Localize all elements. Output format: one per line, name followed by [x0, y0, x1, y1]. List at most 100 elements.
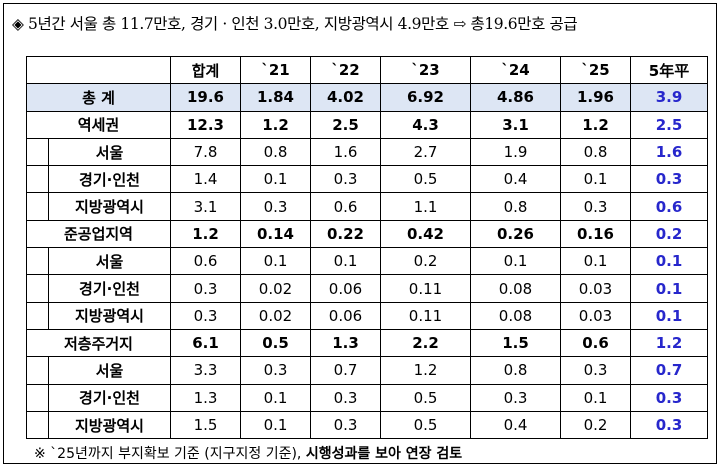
value-cell: 3.3 [170, 356, 241, 385]
table-row: 경기·인천 1.3 0.1 0.3 0.5 0.3 0.1 0.3 [26, 383, 708, 412]
value-cell: 0.1 [240, 383, 311, 412]
value-cell: 0.3 [560, 356, 631, 385]
footnote: ※ `25년까지 부지확보 기준 (지구지정 기준), 시행성과를 보아 연장 … [34, 443, 462, 465]
value-cell: 0.6 [310, 192, 381, 221]
row-indent [26, 383, 49, 412]
col-header: `25 [560, 55, 631, 85]
row-label: 지방광역시 [48, 410, 171, 440]
row-indent [26, 137, 49, 167]
value-cell: 1.5 [470, 328, 561, 358]
table-row: 서울 0.6 0.1 0.1 0.2 0.1 0.1 0.1 [26, 247, 708, 276]
value-cell: 1.2 [560, 110, 631, 139]
row-indent [26, 301, 49, 330]
value-cell: 0.16 [560, 219, 631, 249]
row-label: 경기·인천 [48, 274, 171, 303]
value-cell: 1.1 [380, 192, 471, 221]
col-header: 합계 [170, 55, 241, 85]
value-cell: 0.03 [560, 274, 631, 303]
value-cell: 0.3 [560, 192, 631, 221]
table-row: 서울 7.8 0.8 1.6 2.7 1.9 0.8 1.6 [26, 137, 708, 167]
value-cell: 0.8 [470, 192, 561, 221]
average-cell: 0.1 [630, 274, 708, 303]
value-cell: 1.6 [310, 137, 381, 167]
value-cell: 0.3 [240, 356, 311, 385]
value-cell: 0.3 [170, 274, 241, 303]
value-cell: 3.1 [470, 110, 561, 139]
row-label: 준공업지역 [26, 219, 171, 249]
average-cell: 1.6 [630, 137, 708, 167]
value-cell: 0.8 [470, 356, 561, 385]
col-header: `22 [310, 55, 381, 85]
value-cell: 1.9 [470, 137, 561, 167]
value-cell: 0.06 [310, 301, 381, 330]
value-cell: 0.5 [380, 165, 471, 194]
row-label: 경기·인천 [48, 383, 171, 412]
value-cell: 0.1 [240, 410, 311, 440]
average-cell: 1.2 [630, 328, 708, 358]
value-cell: 2.7 [380, 137, 471, 167]
value-cell: 0.6 [170, 247, 241, 276]
value-cell: 0.1 [470, 247, 561, 276]
value-cell: 0.26 [470, 219, 561, 249]
row-indent [26, 356, 49, 385]
value-cell: 2.5 [310, 110, 381, 139]
document-frame: ◈ 5년간 서울 총 11.7만호, 경기 · 인천 3.0만호, 지방광역시 … [3, 3, 717, 464]
value-cell: 3.1 [170, 192, 241, 221]
row-indent [26, 247, 49, 276]
table-row: 경기·인천 1.4 0.1 0.3 0.5 0.4 0.1 0.3 [26, 165, 708, 194]
table-row: 지방광역시 1.5 0.1 0.3 0.5 0.4 0.2 0.3 [26, 410, 708, 440]
value-cell: 12.3 [170, 110, 241, 139]
value-cell: 0.1 [240, 247, 311, 276]
value-cell: 0.3 [310, 383, 381, 412]
average-cell: 0.1 [630, 247, 708, 276]
value-cell: 0.4 [470, 165, 561, 194]
row-label: 서울 [48, 356, 171, 385]
table-row: 저층주거지 6.1 0.5 1.3 2.2 1.5 0.6 1.2 [26, 328, 708, 358]
value-cell: 0.42 [380, 219, 471, 249]
value-cell: 1.3 [170, 383, 241, 412]
average-cell: 0.3 [630, 410, 708, 440]
col-header: `21 [240, 55, 311, 85]
value-cell: 0.08 [470, 301, 561, 330]
value-cell: 1.5 [170, 410, 241, 440]
value-cell: 0.2 [560, 410, 631, 440]
row-label: 경기·인천 [48, 165, 171, 194]
table-row: 경기·인천 0.3 0.02 0.06 0.11 0.08 0.03 0.1 [26, 274, 708, 303]
average-cell: 2.5 [630, 110, 708, 139]
value-cell: 0.7 [310, 356, 381, 385]
value-cell: 0.1 [560, 383, 631, 412]
value-cell: 1.2 [380, 356, 471, 385]
value-cell: 0.5 [240, 328, 311, 358]
value-cell: 4.3 [380, 110, 471, 139]
value-cell: 0.06 [310, 274, 381, 303]
row-label: 서울 [48, 137, 171, 167]
average-cell: 0.6 [630, 192, 708, 221]
col-header: `23 [380, 55, 471, 85]
value-cell: 1.2 [170, 219, 241, 249]
value-cell: 1.84 [240, 83, 311, 112]
table-row: 준공업지역 1.2 0.14 0.22 0.42 0.26 0.16 0.2 [26, 219, 708, 249]
value-cell: 0.11 [380, 274, 471, 303]
row-label: 총 계 [26, 83, 171, 112]
col-header: 5年平 [630, 55, 708, 85]
value-cell: 0.3 [470, 383, 561, 412]
value-cell: 1.96 [560, 83, 631, 112]
table-row: 총 계 19.6 1.84 4.02 6.92 4.86 1.96 3.9 [26, 83, 708, 112]
value-cell: 0.1 [560, 165, 631, 194]
row-indent [26, 165, 49, 194]
col-header: `24 [470, 55, 561, 85]
row-label: 서울 [48, 247, 171, 276]
average-cell: 0.7 [630, 356, 708, 385]
value-cell: 0.02 [240, 301, 311, 330]
row-label: 지방광역시 [48, 301, 171, 330]
value-cell: 0.11 [380, 301, 471, 330]
value-cell: 0.2 [380, 247, 471, 276]
value-cell: 19.6 [170, 83, 241, 112]
row-label: 역세권 [26, 110, 171, 139]
table-row: 역세권 12.3 1.2 2.5 4.3 3.1 1.2 2.5 [26, 110, 708, 139]
value-cell: 1.3 [310, 328, 381, 358]
row-label: 지방광역시 [48, 192, 171, 221]
value-cell: 0.6 [560, 328, 631, 358]
table-row: 서울 3.3 0.3 0.7 1.2 0.8 0.3 0.7 [26, 356, 708, 385]
value-cell: 1.2 [240, 110, 311, 139]
